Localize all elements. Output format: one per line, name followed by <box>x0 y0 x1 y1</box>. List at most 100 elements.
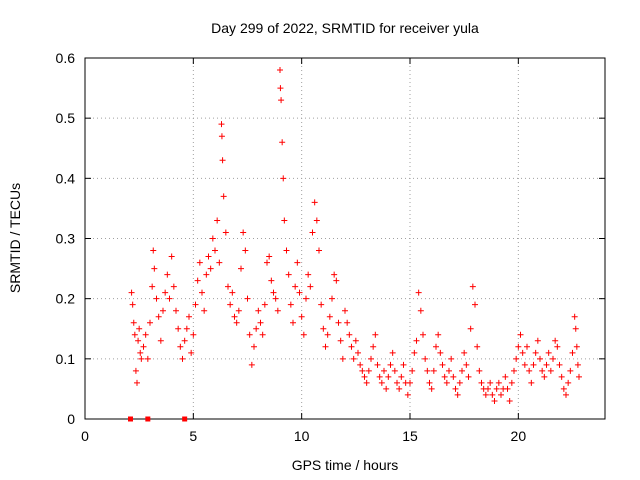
data-point <box>142 331 149 338</box>
data-point <box>491 397 498 404</box>
data-point <box>194 277 201 284</box>
data-point <box>285 271 292 278</box>
data-point <box>240 229 247 236</box>
data-point <box>352 337 359 344</box>
data-point <box>389 349 396 356</box>
data-point <box>160 307 166 314</box>
data-point <box>153 295 160 302</box>
data-point <box>279 139 286 146</box>
data-point <box>231 313 238 320</box>
data-point <box>333 277 340 284</box>
data-point <box>383 385 390 392</box>
data-point <box>290 319 296 326</box>
data-point <box>316 247 322 254</box>
y-tick-label: 0 <box>67 411 75 427</box>
data-point <box>277 85 284 92</box>
data-point <box>188 349 195 356</box>
data-point <box>151 265 158 272</box>
data-point <box>294 259 301 266</box>
data-point <box>170 283 177 290</box>
data-point <box>482 391 489 398</box>
data-point <box>461 349 468 356</box>
data-point <box>385 373 392 380</box>
chart-title: Day 299 of 2022, SRMTID for receiver yul… <box>211 20 479 36</box>
data-point <box>576 373 582 380</box>
data-point <box>556 361 563 368</box>
data-point <box>203 271 210 278</box>
data-point <box>300 331 307 338</box>
data-point <box>459 367 465 374</box>
data-point <box>147 319 153 326</box>
data-point <box>246 331 253 338</box>
data-point <box>335 319 342 326</box>
data-point <box>532 349 539 356</box>
data-point <box>129 301 136 308</box>
y-tick-label: 0.3 <box>56 231 76 247</box>
data-point <box>183 325 190 332</box>
data-point <box>387 361 394 368</box>
data-point <box>446 367 452 374</box>
data-point <box>157 337 164 344</box>
x-tick-label: 0 <box>81 428 89 444</box>
data-point <box>428 385 435 392</box>
data-point <box>128 289 135 296</box>
data-point <box>452 385 459 392</box>
zero-marker <box>182 416 188 422</box>
data-point <box>220 193 227 200</box>
data-point <box>465 373 472 380</box>
y-tick-label: 0.4 <box>56 170 76 186</box>
data-point <box>417 307 424 314</box>
data-point <box>357 361 364 368</box>
data-point <box>292 283 299 290</box>
data-point <box>137 349 144 356</box>
x-tick-label: 20 <box>511 428 527 444</box>
data-point <box>313 217 320 224</box>
data-point <box>253 325 260 332</box>
data-point <box>443 379 450 386</box>
data-point <box>506 397 513 404</box>
data-point <box>511 367 517 374</box>
data-point <box>534 337 541 344</box>
data-point <box>454 391 461 398</box>
data-point <box>359 367 366 374</box>
data-point <box>485 385 491 392</box>
data-point <box>521 361 528 368</box>
data-point <box>209 235 216 242</box>
data-point <box>264 259 270 266</box>
data-point <box>168 253 175 260</box>
data-point <box>504 385 511 392</box>
data-point <box>398 373 405 380</box>
data-point <box>272 295 279 302</box>
data-point <box>547 367 554 374</box>
data-point <box>318 301 325 308</box>
data-point <box>513 355 520 362</box>
data-point <box>320 325 327 332</box>
data-point <box>565 379 572 386</box>
data-point <box>132 367 139 374</box>
data-point <box>131 331 138 338</box>
data-point <box>415 289 422 296</box>
data-point <box>404 391 411 398</box>
data-point <box>530 361 537 368</box>
data-point <box>370 343 377 350</box>
data-point <box>229 289 236 296</box>
data-point <box>296 289 303 296</box>
axes <box>84 57 606 420</box>
data-point <box>268 277 275 284</box>
data-point <box>545 349 552 356</box>
data-point <box>519 349 526 356</box>
data-point <box>560 385 567 392</box>
data-point <box>450 373 457 380</box>
data-point <box>173 307 179 314</box>
data-point <box>441 373 448 380</box>
data-point <box>235 307 242 314</box>
data-point <box>437 349 444 356</box>
data-point <box>283 247 290 254</box>
data-point <box>573 343 580 350</box>
data-point <box>207 265 214 272</box>
data-point <box>374 361 381 368</box>
y-tick-label: 0.2 <box>56 291 76 307</box>
data-point <box>420 331 426 338</box>
data-point <box>212 247 218 254</box>
data-point <box>539 367 546 374</box>
